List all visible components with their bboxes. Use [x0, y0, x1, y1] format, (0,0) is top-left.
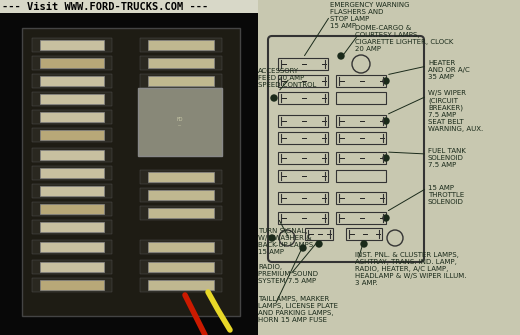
Bar: [148, 242, 214, 252]
Circle shape: [300, 245, 306, 251]
Bar: [40, 168, 104, 178]
Bar: [32, 220, 112, 234]
Bar: [148, 262, 214, 272]
Text: FUEL TANK
SOLENOID
7.5 AMP: FUEL TANK SOLENOID 7.5 AMP: [428, 148, 466, 168]
Bar: [32, 38, 112, 52]
Text: RADIO,
PREMIUM SOUND
SYSTEM 7.5 AMP: RADIO, PREMIUM SOUND SYSTEM 7.5 AMP: [258, 264, 318, 284]
Bar: [140, 38, 222, 52]
Text: --- Visit WWW.FORD-TRUCKS.COM ---: --- Visit WWW.FORD-TRUCKS.COM ---: [2, 1, 208, 11]
Bar: [22, 28, 240, 316]
Bar: [278, 92, 328, 104]
Bar: [0, 0, 258, 13]
Circle shape: [383, 78, 389, 84]
Bar: [40, 186, 104, 196]
Circle shape: [338, 53, 344, 59]
Circle shape: [271, 95, 277, 101]
Bar: [32, 184, 112, 198]
Bar: [278, 170, 328, 182]
Bar: [278, 115, 328, 127]
Bar: [278, 212, 328, 224]
Bar: [40, 112, 104, 122]
Bar: [148, 40, 214, 50]
Bar: [40, 58, 104, 68]
Circle shape: [361, 241, 367, 247]
Bar: [140, 74, 222, 88]
Bar: [32, 202, 112, 216]
Text: ACCESSORY
FEED 20 AMP
SPEED CONTROL: ACCESSORY FEED 20 AMP SPEED CONTROL: [258, 68, 316, 88]
Circle shape: [387, 230, 403, 246]
Circle shape: [383, 118, 389, 124]
Circle shape: [383, 215, 389, 221]
Bar: [278, 152, 328, 164]
Bar: [40, 130, 104, 140]
Text: W/S WIPER
(CIRCUIT
BREAKER)
7.5 AMP
SEAT BELT
WARNING, AUX.: W/S WIPER (CIRCUIT BREAKER) 7.5 AMP SEAT…: [428, 90, 483, 132]
Text: FD
...: FD ...: [177, 117, 183, 127]
Bar: [148, 172, 214, 182]
Text: TURN SIGNAL,
W/S WASHER &
BACK-UP LAMPS
15 AMP: TURN SIGNAL, W/S WASHER & BACK-UP LAMPS …: [258, 228, 313, 255]
Bar: [346, 228, 382, 240]
Bar: [140, 206, 222, 220]
Bar: [32, 128, 112, 142]
Bar: [0, 13, 258, 335]
Bar: [40, 222, 104, 232]
Bar: [40, 280, 104, 290]
Bar: [148, 280, 214, 290]
Bar: [32, 240, 112, 254]
Circle shape: [269, 235, 275, 241]
Text: INST. PNL. & CLUSTER LAMPS,
ASHTRAY, TRANS. IND. LAMP,
RADIO, HEATER, A/C LAMP,
: INST. PNL. & CLUSTER LAMPS, ASHTRAY, TRA…: [355, 252, 466, 286]
Bar: [148, 190, 214, 200]
Bar: [32, 74, 112, 88]
Bar: [278, 192, 328, 204]
Text: 15 AMP
THROTTLE
SOLENOID: 15 AMP THROTTLE SOLENOID: [428, 185, 464, 205]
Bar: [32, 148, 112, 162]
Bar: [336, 132, 386, 144]
Bar: [140, 278, 222, 292]
Text: DOME-CARGO &
COURTESY LAMPS,
CIGARETTE LIGHTER, CLOCK
20 AMP: DOME-CARGO & COURTESY LAMPS, CIGARETTE L…: [355, 25, 453, 52]
Bar: [336, 152, 386, 164]
Bar: [40, 262, 104, 272]
Bar: [40, 242, 104, 252]
Bar: [40, 204, 104, 214]
Text: EMERGENCY WARNING
FLASHERS AND
STOP LAMP
15 AMP: EMERGENCY WARNING FLASHERS AND STOP LAMP…: [330, 2, 410, 29]
Bar: [40, 40, 104, 50]
Bar: [140, 188, 222, 202]
Bar: [336, 115, 386, 127]
Bar: [32, 92, 112, 106]
Bar: [40, 76, 104, 86]
Text: HEATER
AND OR A/C
35 AMP: HEATER AND OR A/C 35 AMP: [428, 60, 470, 80]
Bar: [32, 278, 112, 292]
Bar: [305, 228, 333, 240]
Bar: [148, 208, 214, 218]
Circle shape: [279, 230, 295, 246]
Bar: [140, 56, 222, 70]
Bar: [278, 58, 328, 70]
Bar: [336, 170, 386, 182]
Bar: [140, 240, 222, 254]
Bar: [278, 132, 328, 144]
Bar: [336, 192, 386, 204]
Bar: [140, 260, 222, 274]
Bar: [40, 94, 104, 104]
Text: TAILLAMPS, MARKER
LAMPS, LICENSE PLATE
AND PARKING LAMPS,
HORN 15 AMP FUSE: TAILLAMPS, MARKER LAMPS, LICENSE PLATE A…: [258, 296, 338, 323]
Bar: [138, 88, 222, 156]
Bar: [336, 75, 386, 87]
Bar: [148, 58, 214, 68]
Circle shape: [383, 155, 389, 161]
Bar: [336, 212, 386, 224]
Bar: [40, 150, 104, 160]
Circle shape: [352, 55, 370, 73]
Bar: [32, 260, 112, 274]
FancyBboxPatch shape: [268, 36, 424, 262]
Bar: [140, 170, 222, 184]
Bar: [32, 110, 112, 124]
Bar: [148, 76, 214, 86]
Bar: [278, 75, 328, 87]
Circle shape: [316, 241, 322, 247]
Bar: [32, 56, 112, 70]
Bar: [336, 92, 386, 104]
Bar: [32, 166, 112, 180]
